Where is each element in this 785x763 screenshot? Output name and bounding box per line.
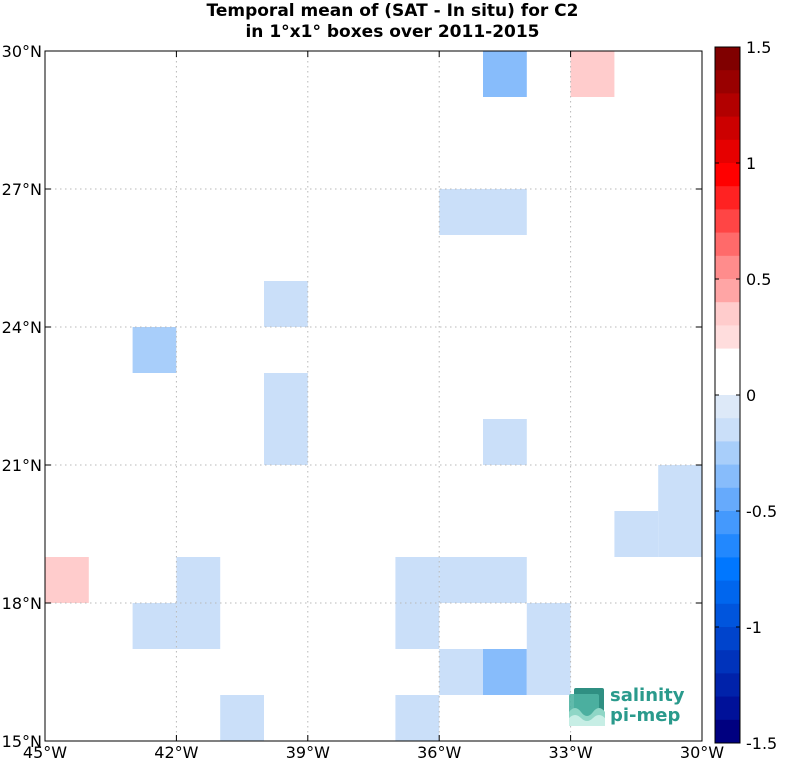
heatmap-cell bbox=[264, 511, 308, 557]
colorbar-tick-label: 1.5 bbox=[746, 38, 771, 57]
heatmap-cell bbox=[395, 695, 440, 741]
heatmap-cell bbox=[176, 603, 221, 649]
colorbar-tick-label: -1 bbox=[746, 618, 762, 637]
colorbar-segment bbox=[715, 557, 740, 582]
y-axis: 15°N 18°N 21°N 24°N 27°N 30°N bbox=[2, 42, 702, 751]
colorbar-segment bbox=[715, 371, 740, 396]
chart-title-line2: in 1°x1° boxes over 2011-2015 bbox=[245, 22, 540, 42]
heatmap-cell bbox=[483, 649, 527, 695]
colorbar-tick-label: 0.5 bbox=[746, 270, 771, 289]
heatmap-cell bbox=[439, 649, 483, 695]
colorbar-segment bbox=[715, 464, 740, 489]
heatmap-cell bbox=[658, 465, 702, 511]
heatmap-cell bbox=[614, 511, 659, 557]
heatmap-cell bbox=[526, 603, 571, 649]
x-tick-label: 33°W bbox=[549, 743, 593, 762]
salinity-pi-mep-logo: salinity pi-mep bbox=[566, 684, 696, 730]
heatmap-cell bbox=[526, 649, 571, 695]
colorbar-segment bbox=[715, 511, 740, 535]
colorbar-segment bbox=[715, 418, 740, 442]
heatmap-cell bbox=[220, 695, 264, 741]
colorbar-segment bbox=[715, 487, 740, 512]
heatmap-cell bbox=[658, 511, 702, 557]
colorbar-segment bbox=[715, 163, 740, 187]
colorbar-tick-label: -1.5 bbox=[746, 734, 777, 753]
colorbar-segment bbox=[715, 650, 740, 674]
colorbar: 1.5 1 0.5 0 -0.5 -1 -1.5 bbox=[714, 38, 777, 753]
colorbar-segment bbox=[715, 139, 740, 164]
heatmap-cell bbox=[658, 97, 702, 143]
heatmap-cell bbox=[570, 465, 615, 511]
heatmap-cells bbox=[45, 51, 702, 741]
y-tick-label: 27°N bbox=[2, 180, 42, 199]
colorbar-segment bbox=[715, 70, 740, 94]
plot-frame bbox=[44, 50, 703, 742]
colorbar-segment bbox=[715, 348, 740, 373]
heatmap-cell bbox=[45, 557, 89, 603]
logo-waves-icon bbox=[569, 688, 605, 726]
colorbar-segment bbox=[715, 116, 740, 141]
heatmap-cell bbox=[483, 557, 527, 603]
heatmap-cell bbox=[351, 557, 396, 603]
colorbar-segment bbox=[715, 279, 740, 303]
colorbar-segment bbox=[715, 93, 740, 118]
heatmap-cell bbox=[307, 97, 352, 143]
y-tick-label: 21°N bbox=[2, 456, 42, 475]
heatmap-cell bbox=[439, 189, 483, 235]
colorbar-tick-label: -0.5 bbox=[746, 502, 777, 521]
heatmap-cell bbox=[483, 51, 527, 97]
heatmap-cell bbox=[351, 649, 396, 695]
heatmap-cell bbox=[264, 373, 308, 419]
colorbar-segment bbox=[715, 255, 740, 280]
y-tick-label: 18°N bbox=[2, 594, 42, 613]
heatmap-cell bbox=[351, 603, 396, 649]
heatmap-cell bbox=[570, 51, 615, 97]
colorbar-segment bbox=[715, 580, 740, 605]
x-tick-label: 39°W bbox=[286, 743, 330, 762]
heatmap-cell bbox=[132, 327, 177, 373]
grid-lines bbox=[45, 51, 702, 741]
colorbar-segment bbox=[715, 696, 740, 721]
colorbar-segment bbox=[715, 302, 740, 326]
colorbar-segment bbox=[715, 603, 740, 628]
heatmap-cell bbox=[483, 189, 527, 235]
colorbar-segment bbox=[715, 719, 740, 744]
colorbar-segment bbox=[715, 534, 740, 558]
chart-title-line1: Temporal mean of (SAT - In situ) for C2 bbox=[206, 1, 579, 21]
heatmap-cell bbox=[132, 603, 177, 649]
y-tick-label: 24°N bbox=[2, 318, 42, 337]
colorbar-segment bbox=[715, 47, 740, 71]
x-tick-label: 36°W bbox=[417, 743, 461, 762]
heatmap-cell bbox=[264, 281, 308, 327]
heatmap-cell bbox=[439, 557, 483, 603]
colorbar-tick-label: 1 bbox=[746, 154, 756, 173]
heatmap-cell bbox=[176, 327, 221, 373]
x-tick-label: 30°W bbox=[680, 743, 724, 762]
colorbar-segment bbox=[715, 209, 740, 234]
colorbar-segment bbox=[715, 627, 740, 651]
x-tick-label: 42°W bbox=[154, 743, 198, 762]
colorbar-segment bbox=[715, 395, 740, 419]
logo-line1: salinity bbox=[610, 685, 685, 706]
x-tick-label: 45°W bbox=[23, 743, 67, 762]
heatmap-cell bbox=[526, 695, 571, 741]
heatmap-cell bbox=[395, 603, 440, 649]
y-tick-label: 15°N bbox=[2, 732, 42, 751]
colorbar-tick-label: 0 bbox=[746, 386, 756, 405]
colorbar-segment bbox=[715, 673, 740, 698]
y-tick-label: 30°N bbox=[2, 42, 42, 61]
heatmap-cell bbox=[264, 603, 308, 649]
colorbar-segment bbox=[715, 325, 740, 350]
heatmap-cell bbox=[264, 649, 308, 695]
colorbar-segment bbox=[715, 186, 740, 210]
heatmap-cell bbox=[264, 419, 308, 465]
x-axis: 45°W 42°W 39°W 36°W 33°W 30°W bbox=[23, 51, 724, 762]
heatmap-cell bbox=[483, 419, 527, 465]
heatmap-cell bbox=[176, 557, 221, 603]
logo-line2: pi-mep bbox=[610, 705, 681, 726]
colorbar-segment bbox=[715, 441, 740, 466]
colorbar-segment bbox=[715, 232, 740, 257]
heatmap-cell bbox=[395, 557, 440, 603]
